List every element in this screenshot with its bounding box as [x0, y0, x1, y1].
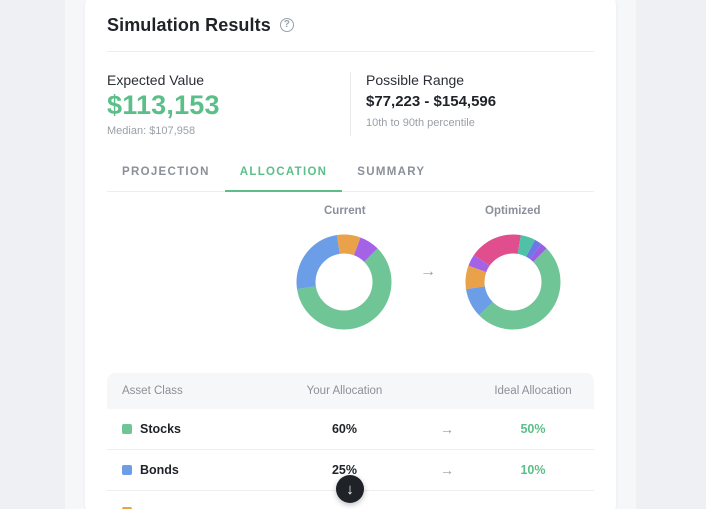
help-icon[interactable]: ?: [279, 18, 294, 32]
col-ideal-allocation: Ideal Allocation: [494, 385, 572, 397]
tab-projection[interactable]: PROJECTION: [122, 166, 210, 178]
expected-value-label: Expected Value: [107, 72, 205, 88]
tab-bar: PROJECTION ALLOCATION SUMMARY: [107, 158, 594, 192]
expected-value-stat: Expected Value $113,153 Median: $107,958: [107, 72, 350, 137]
stats-section: Expected Value $113,153 Median: $107,958…: [107, 72, 594, 142]
asset-name: Bonds: [140, 463, 179, 477]
bonds-swatch: [122, 465, 132, 475]
tab-allocation[interactable]: ALLOCATION: [224, 158, 343, 192]
arrow-right-icon: →: [440, 462, 454, 478]
median-text: Median: $107,958: [107, 125, 196, 137]
tab-summary[interactable]: SUMMARY: [357, 166, 426, 178]
table-header: Asset Class Your Allocation Ideal Alloca…: [107, 373, 594, 409]
card-header: Simulation Results ?: [107, 15, 594, 52]
stats-divider: [350, 72, 351, 136]
percentile-text: 10th to 90th percentile: [366, 117, 475, 129]
arrow-down-icon: ↓: [346, 480, 354, 498]
your-allocation-value: 25%: [331, 463, 358, 477]
col-asset-class: Asset Class: [122, 385, 183, 397]
your-allocation-value: 60%: [331, 422, 358, 436]
scroll-down-button[interactable]: ↓: [336, 475, 364, 503]
ideal-allocation-value: 50%: [520, 422, 546, 436]
asset-swatch: [122, 506, 132, 509]
current-chart-label: Current: [324, 205, 366, 217]
expected-value-amount: $113,153: [107, 90, 220, 120]
stocks-swatch: [122, 424, 132, 434]
current-allocation-donut: [296, 234, 392, 330]
col-your-allocation: Your Allocation: [306, 385, 383, 397]
optimized-chart-label: Optimized: [485, 205, 541, 217]
optimized-donut-segment-7: [465, 234, 561, 330]
asset-name: Stocks: [140, 422, 181, 436]
table-row: Stocks 60% → 50%: [107, 409, 594, 450]
current-donut-segment-3: [296, 234, 392, 330]
current-donut-segment-1: [296, 234, 392, 330]
optimized-allocation-donut: [465, 234, 561, 330]
arrow-right-icon: →: [420, 263, 436, 280]
table-row-partial: [107, 491, 594, 509]
allocation-charts: Current → Optimized: [85, 205, 616, 345]
possible-range-label: Possible Range: [366, 72, 465, 88]
card-title: Simulation Results: [107, 15, 271, 35]
simulation-results-card: Simulation Results ? Expected Value $113…: [85, 0, 616, 509]
arrow-right-icon: →: [440, 421, 454, 437]
possible-range-value: $77,223 - $154,596: [366, 93, 497, 110]
ideal-allocation-value: 10%: [520, 463, 546, 477]
possible-range-stat: Possible Range $77,223 - $154,596 10th t…: [366, 72, 496, 129]
optimized-donut-segment-4: [465, 234, 561, 330]
